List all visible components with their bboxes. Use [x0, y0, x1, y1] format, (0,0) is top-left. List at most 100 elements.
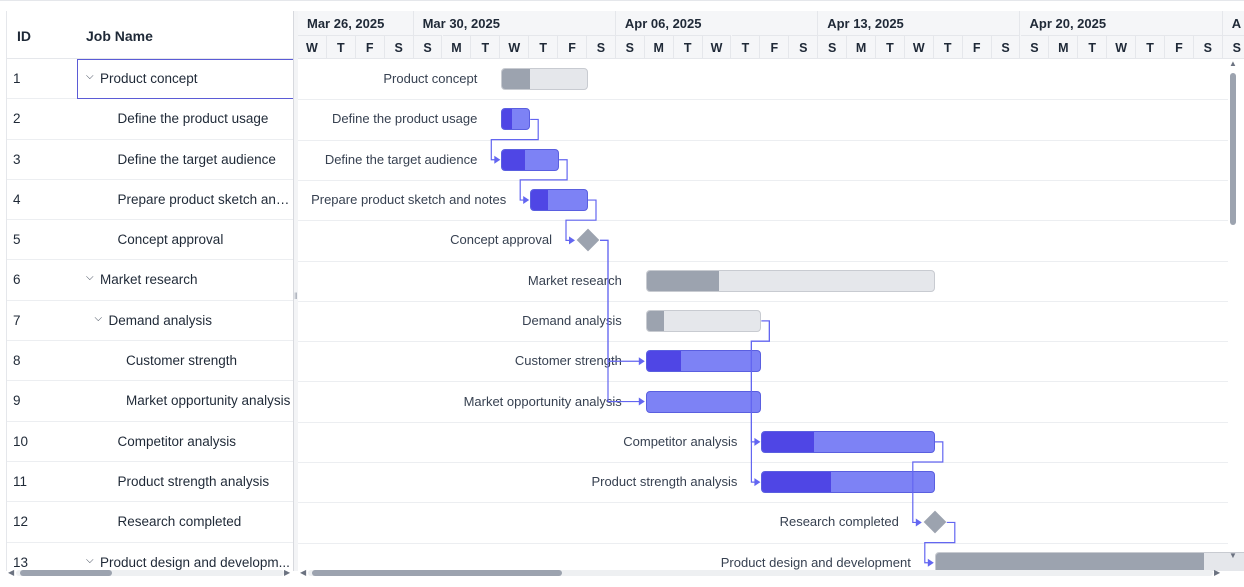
column-header-id[interactable]: ID [17, 28, 31, 44]
day-header: S [789, 35, 819, 59]
timeline-scroll-thumb[interactable] [312, 570, 562, 576]
day-header: W [1107, 35, 1137, 59]
dependency-line [519, 159, 568, 201]
table-row[interactable]: 1 ⌵ Product concept [7, 59, 293, 100]
task-bar[interactable] [501, 108, 531, 131]
task-bar[interactable] [530, 189, 588, 212]
day-header: S [384, 35, 414, 59]
row-divider [298, 179, 1228, 181]
table-row[interactable]: 12 Research completed [7, 502, 293, 543]
row-divider [298, 381, 1228, 383]
week-header: A [1223, 11, 1244, 35]
table-row[interactable]: 3 Define the target audience [7, 140, 293, 180]
timeline-horizontal-scrollbar[interactable]: ◀ ▶ [298, 567, 1226, 579]
progress-fill [646, 310, 664, 331]
progress-fill [502, 109, 512, 130]
table-row[interactable]: 2 Define the product usage [7, 99, 293, 140]
selected-cell[interactable] [77, 59, 293, 99]
task-bar[interactable] [761, 430, 935, 453]
row-job-name: Product concept [100, 71, 198, 86]
row-id: 7 [13, 312, 21, 328]
row-id: 12 [13, 514, 29, 530]
table-row[interactable]: 4 Prepare product sketch and ... [7, 180, 293, 221]
task-bar[interactable] [645, 390, 762, 413]
row-divider [298, 502, 1228, 504]
table-row[interactable]: 9 Market opportunity analysis [7, 381, 293, 422]
task-label: Customer strength [514, 353, 622, 369]
chevron-down-icon[interactable]: ⌵ [86, 272, 94, 284]
row-id: 1 [13, 71, 21, 86]
task-label: Concept approval [450, 232, 552, 248]
day-header: S [991, 35, 1021, 59]
day-header: M [442, 35, 472, 59]
day-header: M [644, 35, 674, 59]
dependency-arrow [754, 437, 761, 446]
chevron-down-icon[interactable]: ⌵ [86, 71, 94, 82]
day-header: T [529, 35, 559, 59]
grid-body: 1 ⌵ Product concept 2 Define the product usa… [7, 59, 293, 571]
task-bar[interactable] [761, 471, 935, 494]
scroll-right-icon[interactable]: ▶ [1214, 568, 1221, 577]
task-label: Competitor analysis [623, 433, 738, 449]
progress-fill [646, 351, 681, 372]
scroll-right-icon[interactable]: ▶ [284, 568, 291, 577]
table-row[interactable]: 13 ⌵ Product design and developm... [7, 543, 293, 571]
table-row[interactable]: 5 Concept approval [7, 220, 293, 261]
row-job-name: Research completed [117, 514, 242, 530]
grid-scroll-thumb[interactable] [20, 570, 112, 576]
dependency-arrow [915, 518, 922, 527]
dependency-arrow [638, 397, 645, 406]
row-job-name: Define the product usage [117, 111, 269, 127]
table-row[interactable]: 6 ⌵ Market research [7, 260, 293, 301]
day-header: T [326, 35, 356, 59]
row-divider [298, 99, 1228, 101]
dependency-arrow [638, 357, 645, 366]
splitter-grip-icon[interactable]: ‖ [294, 291, 298, 301]
day-header: M [1049, 35, 1079, 59]
task-bar[interactable] [501, 148, 560, 171]
grid-splitter[interactable]: ‖ [294, 11, 298, 571]
summary-bar[interactable] [645, 269, 935, 292]
summary-bar[interactable] [645, 309, 762, 332]
row-divider [298, 462, 1228, 463]
grid-horizontal-scrollbar[interactable]: ◀ ▶ [6, 567, 294, 579]
day-header: M [847, 35, 876, 59]
table-row[interactable]: 10 Competitor analysis [7, 422, 293, 462]
table-row[interactable]: 11 Product strength analysis [7, 462, 293, 503]
summary-bar[interactable] [934, 551, 1244, 571]
dependency-arrow [569, 236, 575, 245]
day-header: T [471, 35, 501, 59]
task-label: Market research [527, 272, 622, 288]
task-grid: ID Job Name 1 ⌵ Product concept 2 Define the… [6, 11, 294, 571]
chevron-down-icon[interactable]: ⌵ [94, 312, 103, 324]
table-row[interactable]: 8 Customer strength [7, 341, 293, 382]
row-divider [298, 260, 1228, 262]
row-job-name: Define the target audience [117, 151, 276, 167]
day-header: T [673, 35, 703, 59]
day-header: W [702, 35, 732, 59]
vertical-scroll-thumb[interactable] [1230, 73, 1236, 225]
vertical-scrollbar[interactable]: ▲ ▼ [1227, 59, 1239, 569]
task-label: Demand analysis [522, 312, 622, 328]
task-label: Define the target audience [324, 151, 478, 167]
row-job-name: Demand analysis [108, 312, 213, 328]
week-header: Apr 06, 2025 [616, 11, 819, 35]
scroll-left-icon[interactable]: ◀ [300, 568, 307, 577]
dependency-arrow [754, 478, 761, 487]
summary-bar[interactable] [501, 68, 588, 91]
row-divider [298, 300, 1228, 302]
dependency-line [600, 239, 644, 362]
row-divider [298, 421, 1228, 423]
day-header: F [962, 35, 992, 59]
scroll-up-icon[interactable]: ▲ [1229, 59, 1237, 68]
row-id: 5 [13, 232, 21, 248]
chevron-down-icon[interactable]: ⌵ [86, 554, 94, 566]
scroll-left-icon[interactable]: ◀ [8, 568, 15, 577]
dependency-line [490, 118, 539, 161]
scroll-down-icon[interactable]: ▼ [1229, 551, 1237, 560]
row-divider [298, 542, 1228, 544]
table-row[interactable]: 7 ⌵ Demand analysis [7, 301, 293, 342]
task-bar[interactable] [645, 350, 762, 373]
column-header-job-name[interactable]: Job Name [86, 28, 153, 44]
week-header: Apr 20, 2025 [1021, 11, 1223, 35]
